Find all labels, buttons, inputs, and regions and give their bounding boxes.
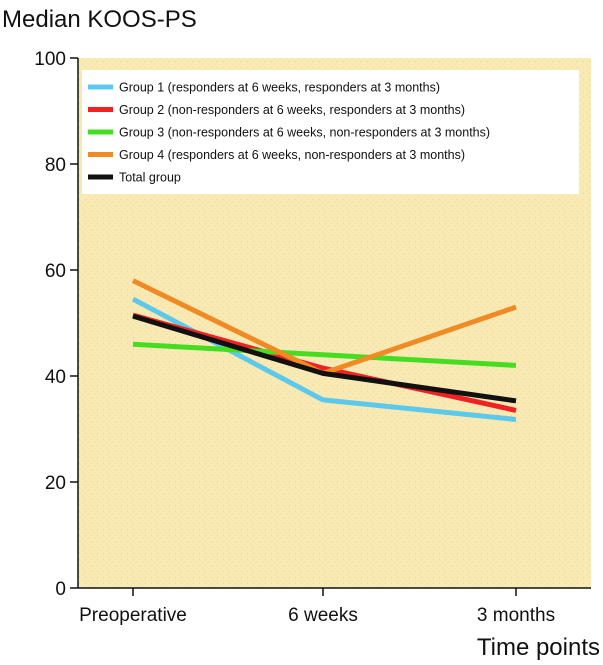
series-line-5 [132,313,517,404]
y-tick-label: 100 [34,49,66,70]
y-tick-label: 40 [45,367,66,388]
legend-label-1: Group 1 (responders at 6 weeks, responde… [119,81,440,95]
legend-label-4: Group 4 (responders at 6 weeks, non-resp… [119,148,465,162]
y-tick-label: 20 [45,473,66,494]
series-line-3 [132,341,517,368]
x-tick-label: 3 months [477,605,555,626]
legend-label-3: Group 3 (non-responders at 6 weeks, non-… [119,126,490,140]
x-tick-label: Preoperative [79,605,187,626]
legend-box [82,70,579,194]
legend: Group 1 (responders at 6 weeks, responde… [82,70,579,194]
y-tick-label: 60 [45,261,66,282]
x-tick-label: 6 weeks [288,605,358,626]
y-tick-label: 0 [55,579,66,600]
y-axis-title: Median KOOS-PS [2,6,197,33]
legend-label-2: Group 2 (non-responders at 6 weeks, resp… [119,103,465,117]
y-tick-label: 80 [45,155,66,176]
x-axis-title: Time points [477,634,600,661]
legend-label-5: Total group [119,171,181,185]
